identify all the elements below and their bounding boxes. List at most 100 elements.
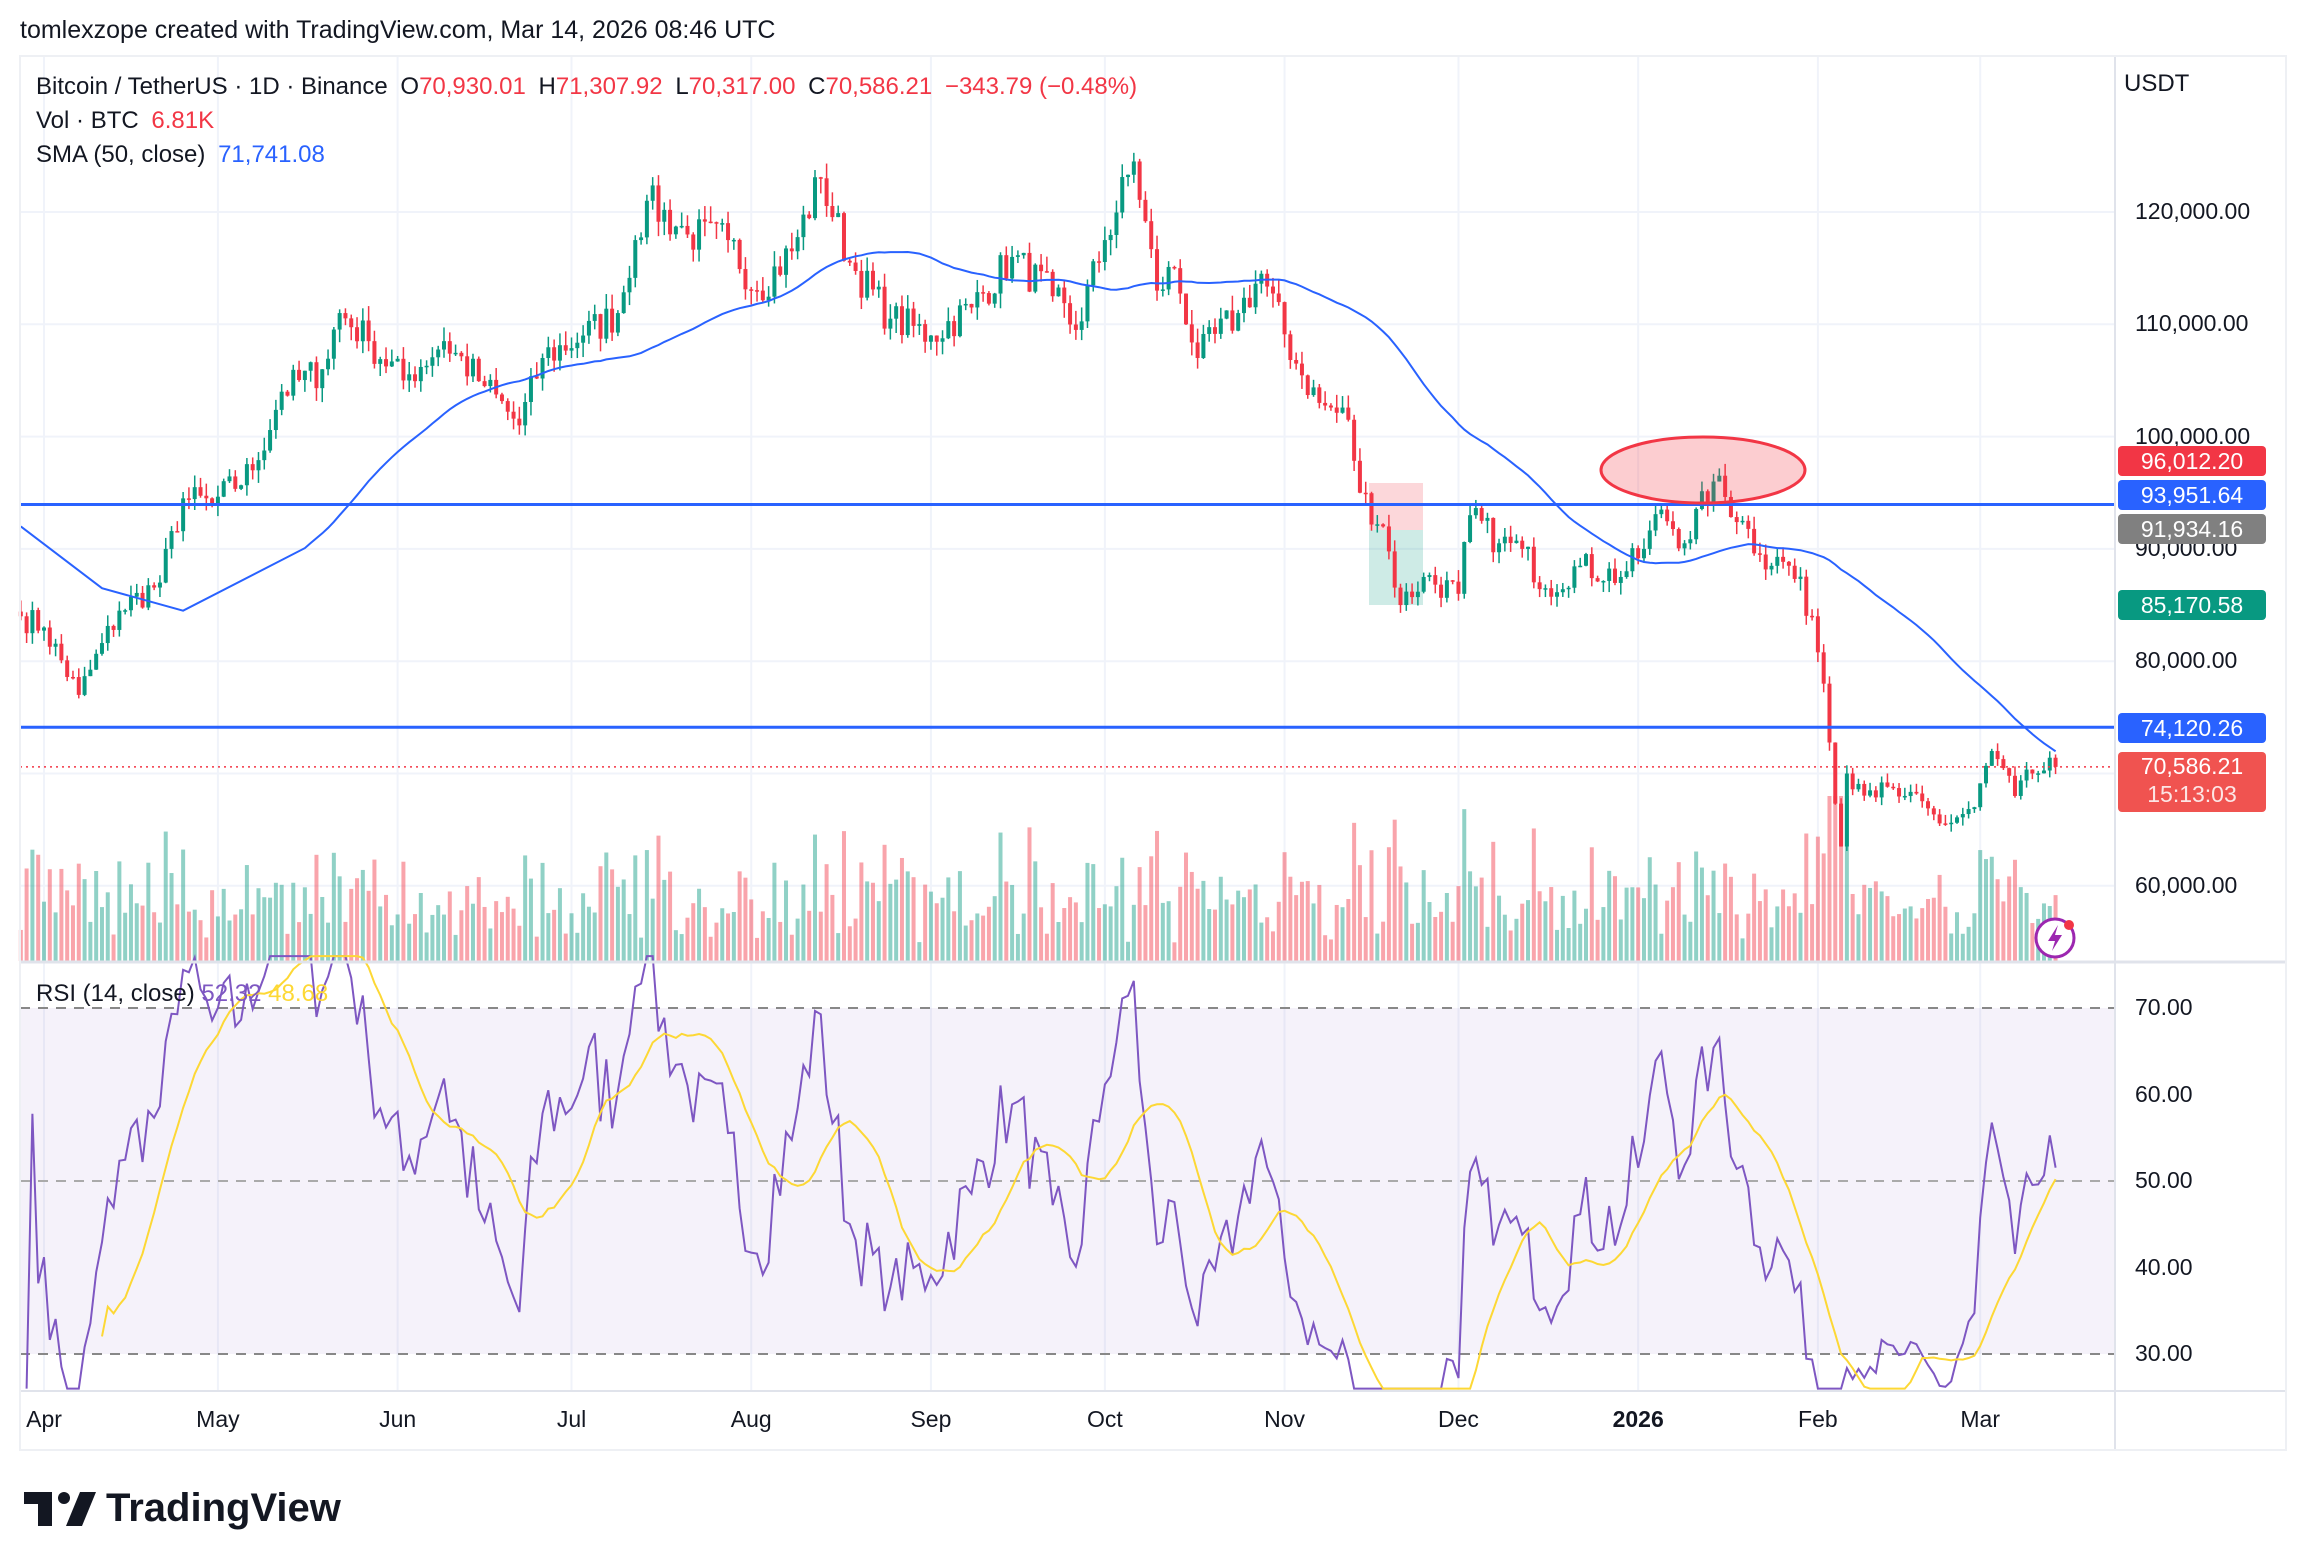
volume-bar [1357,865,1362,961]
time-label: Jul [556,1406,587,1432]
volume-bar [1937,874,1942,961]
volume-bar [1236,890,1241,961]
candle-body [1949,822,1954,825]
volume-bar [1149,856,1154,961]
volume-bar [1804,833,1809,961]
volume-bar [227,920,232,961]
price-tick: 100,000.00 [2135,423,2251,449]
volume-bar [1653,884,1658,961]
candle-body [1323,402,1328,406]
candle-body [1155,249,1160,291]
volume-bar [1381,921,1386,961]
candle-body [824,178,829,206]
tradingview-logo[interactable]: TradingView [24,1486,341,1531]
lightning-icon[interactable] [2034,917,2076,959]
candle-body [760,290,765,301]
volume-bar [1120,857,1125,961]
candle-body [917,324,922,326]
candle-body [447,341,452,354]
volume-bar [233,914,238,961]
candle-body [1862,783,1867,796]
volume-bar [824,864,829,961]
candle-body [366,320,371,342]
candle-body [2024,769,2029,781]
volume-bar [1595,919,1600,961]
currency-label[interactable]: USDT [2124,70,2190,97]
volume-bar [94,871,99,961]
candle-body [1549,588,1554,597]
candle-body [569,348,574,351]
price-tick: 60,000.00 [2135,872,2238,898]
volume-bar [1641,898,1646,961]
candle-body [2047,757,2052,771]
candle-body [175,531,180,533]
volume-bar [795,918,800,961]
volume-bar [1769,927,1774,961]
volume-bar [88,921,93,961]
candle-body [1346,407,1351,420]
candle-body [992,293,997,304]
volume-bar [1288,876,1293,961]
candle-body [430,357,435,366]
candle-body [1207,327,1212,334]
time-label: Nov [1264,1406,1305,1432]
candle-body [2007,768,2012,776]
volume-bar [1781,889,1786,961]
candle-body [1688,539,1693,544]
candle-body [749,289,754,291]
candle-body [755,290,760,292]
volume-bar [291,882,296,961]
volume-bar [1015,933,1020,961]
volume-bar [720,908,725,961]
volume-bar [552,909,557,961]
candle-body [378,359,383,364]
candle-body [349,318,354,328]
candle-body [546,347,551,358]
candle-body [2036,773,2041,775]
volume-bar [1439,911,1444,961]
candle-body [1966,809,1971,815]
rsi-line [25,953,2057,1390]
candle-body [1073,324,1078,330]
candle-body [1931,808,1936,815]
candle-body [952,321,957,337]
volume-bar [65,890,70,961]
candle-body [337,313,342,330]
candle-body [1740,520,1745,523]
candle-body [847,260,852,263]
volume-label[interactable]: Vol · BTC [36,107,139,134]
sma-label[interactable]: SMA (50, close) [36,141,206,168]
volume-bar [378,906,383,961]
volume-bar [1578,923,1583,961]
candle-body [731,239,736,242]
volume-bar [911,877,916,961]
candle-body [1404,591,1409,606]
candle-body [128,596,133,611]
candle-body [1983,765,1988,784]
volume-bar [1844,796,1849,961]
volume-bar [581,893,586,961]
volume-bar [279,884,284,961]
volume-bar [882,844,887,961]
volume-bar [1728,876,1733,961]
volume-bar [726,913,731,961]
last-price-tag: 70,586.21 15:13:03 [2118,752,2266,812]
volume-bar [140,905,145,961]
volume-bar [1920,908,1925,961]
volume-bar [349,888,354,961]
volume-bar [627,914,632,961]
candle-body [1369,493,1374,525]
candle-body [1189,324,1194,343]
volume-bar [1160,902,1165,961]
symbol-name[interactable]: Bitcoin / TetherUS · 1D · Binance [36,73,388,100]
volume-bar [534,936,539,961]
volume-bar [894,879,899,961]
candle-body [975,292,980,308]
rsi-label[interactable]: RSI (14, close) [36,980,195,1007]
volume-bar [992,896,997,961]
volume-bar [366,890,371,961]
candle-body [1763,554,1768,570]
volume-bar [1821,853,1826,961]
volume-bar [1810,904,1815,961]
